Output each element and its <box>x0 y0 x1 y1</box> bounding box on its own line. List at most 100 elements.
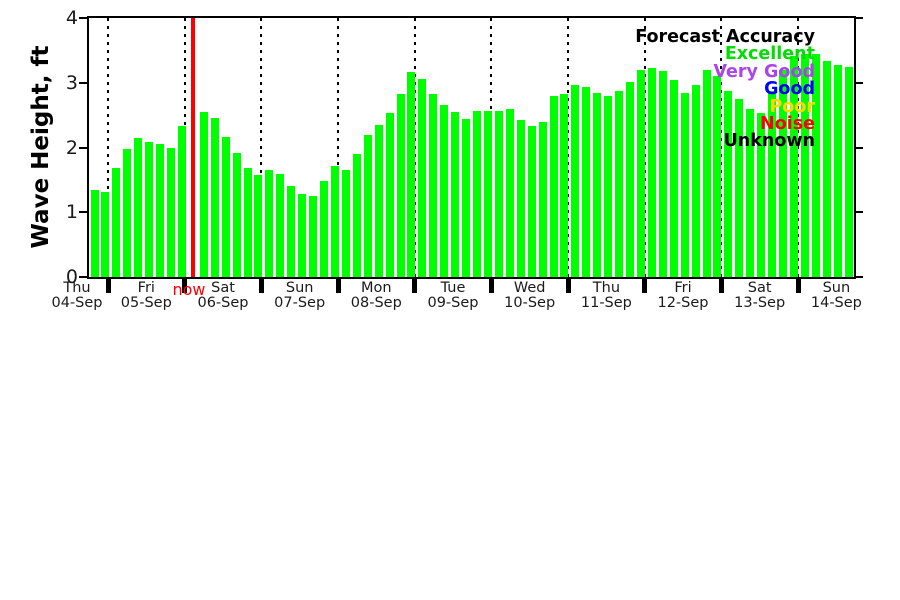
day-tick <box>105 277 111 293</box>
wave-bar <box>210 118 219 277</box>
y-tick <box>855 17 863 19</box>
day-label-date: 04-Sep <box>51 295 103 311</box>
wave-bar <box>669 79 678 277</box>
wave-bar <box>549 95 558 277</box>
day-label-date: 13-Sep <box>734 295 786 311</box>
wave-bar <box>254 174 263 277</box>
wave-bar <box>341 170 350 277</box>
wave-bar <box>276 174 285 277</box>
wave-bar <box>615 90 623 277</box>
y-tick-label: 3 <box>65 71 78 94</box>
wave-bar <box>145 141 154 277</box>
now-label: now <box>172 280 206 299</box>
wave-bar <box>156 143 164 277</box>
day-boundary-line <box>260 18 263 277</box>
wave-bar <box>298 193 307 277</box>
wave-bar <box>330 166 339 277</box>
day-label-weekday: Sat <box>747 280 772 296</box>
wave-bar <box>112 167 121 277</box>
wave-bar <box>232 153 241 277</box>
now-line <box>190 18 195 277</box>
wave-bar <box>527 126 536 277</box>
legend-item-unknown: Unknown <box>723 131 815 152</box>
wave-bar <box>505 108 514 277</box>
day-label-date: 14-Sep <box>810 295 862 311</box>
wave-bar <box>560 93 569 277</box>
wave-bar <box>473 111 481 277</box>
y-tick <box>855 276 863 278</box>
legend-item-noise: Noise <box>760 114 815 135</box>
day-label: Sun 14-Sep <box>791 281 881 311</box>
day-label-date: 10-Sep <box>504 295 556 311</box>
legend-item-excellent: Excellent <box>724 44 815 65</box>
day-label-weekday: Sun <box>822 280 851 296</box>
wave-bar <box>746 108 755 277</box>
day-label: Fri 12-Sep <box>638 281 728 311</box>
y-tick <box>79 146 87 149</box>
wave-bar <box>440 104 449 277</box>
wave-bar <box>702 69 711 277</box>
wave-bar <box>680 93 689 277</box>
wave-bar <box>320 180 328 277</box>
day-label-weekday: Sun <box>285 280 314 296</box>
y-tick-label: 2 <box>65 136 78 159</box>
wave-bar <box>647 67 656 277</box>
wave-bar <box>287 185 296 277</box>
day-label-date: 05-Sep <box>120 295 172 311</box>
wave-bar <box>582 87 591 277</box>
day-tick <box>488 277 494 293</box>
wave-bar <box>167 147 175 277</box>
plot-area <box>87 16 856 279</box>
day-label-date: 09-Sep <box>427 295 479 311</box>
day-tick <box>795 277 801 293</box>
wave-bar <box>265 170 274 277</box>
y-tick <box>855 211 863 214</box>
wave-bar <box>713 75 722 277</box>
day-label: Thu 11-Sep <box>561 281 651 311</box>
wave-bar <box>243 168 252 277</box>
plot-inner <box>89 18 854 277</box>
day-label-date: 08-Sep <box>350 295 402 311</box>
wave-bar <box>822 60 831 277</box>
wave-bar <box>363 134 372 277</box>
wave-bar <box>768 90 776 277</box>
wave-bar <box>483 111 492 277</box>
day-tick <box>182 277 188 293</box>
day-label-weekday: Fri <box>137 280 155 296</box>
legend-item-poor: Poor <box>769 96 815 117</box>
legend: Forecast Accuracy Excellent Very Good Good… <box>635 28 815 152</box>
day-label-weekday: Fri <box>674 280 692 296</box>
day-label-date: 07-Sep <box>274 295 326 311</box>
wave-bar <box>90 190 99 277</box>
wave-bar <box>429 93 438 277</box>
day-label-weekday: Mon <box>361 280 392 296</box>
wave-bar <box>735 98 744 277</box>
wave-bar <box>177 125 186 277</box>
wave-bar <box>604 96 613 277</box>
day-tick <box>412 277 418 293</box>
day-tick <box>718 277 724 293</box>
wave-bar <box>418 78 427 277</box>
wave-bar <box>199 111 208 277</box>
wave-bar <box>396 93 405 277</box>
day-tick <box>258 277 264 293</box>
day-boundary-line <box>107 18 109 277</box>
wave-bar <box>407 72 416 277</box>
day-label-weekday: Thu <box>592 280 621 296</box>
wave-bar <box>385 113 394 277</box>
day-label: Sat 13-Sep <box>715 281 805 311</box>
wave-bar <box>494 111 503 277</box>
y-tick-label: 1 <box>65 201 78 224</box>
wave-bar <box>101 192 110 277</box>
y-tick <box>79 211 87 214</box>
wave-bar <box>374 124 383 277</box>
day-boundary-line <box>797 18 799 277</box>
wave-bar <box>462 119 470 277</box>
day-label-date: 06-Sep <box>197 295 249 311</box>
wave-bar <box>636 69 645 277</box>
wave-bar <box>833 64 842 277</box>
y-tick <box>79 81 87 84</box>
wave-bar <box>221 137 230 277</box>
wave-bar <box>800 53 809 277</box>
wave-bar <box>538 121 547 277</box>
